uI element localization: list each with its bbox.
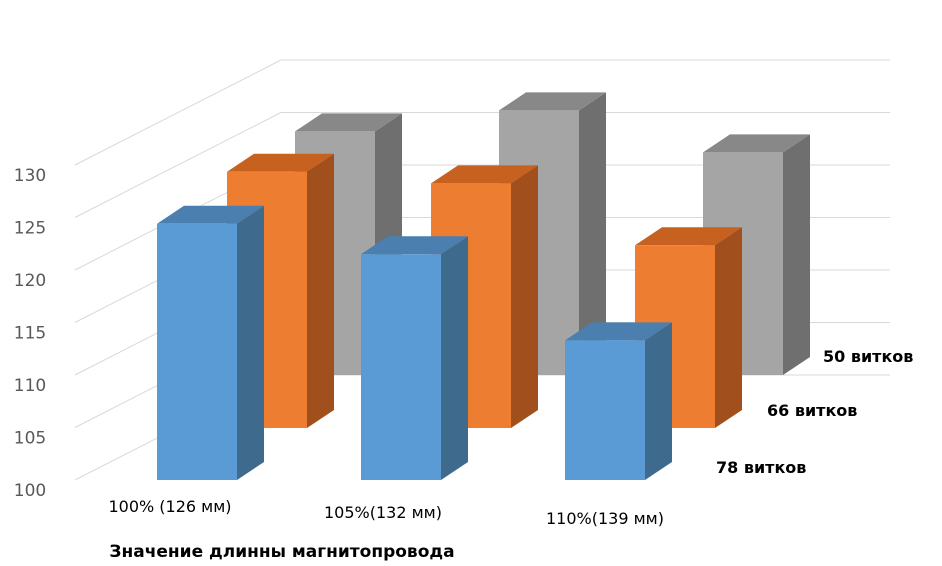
y-tick-label: 130 <box>14 166 46 186</box>
y-tick-label: 110 <box>14 376 46 396</box>
bar-top <box>227 153 334 172</box>
series-labels: 78 витков 66 витков 50 витков <box>716 347 913 477</box>
category-label: 105%(132 мм) <box>324 503 442 522</box>
series-label: 78 витков <box>716 458 806 477</box>
bar-top <box>431 165 538 184</box>
bar-front <box>157 223 237 481</box>
bar-top <box>499 92 606 111</box>
bar-side <box>441 236 468 480</box>
bars <box>157 92 810 481</box>
bar-top <box>565 322 672 341</box>
bar-top <box>635 227 742 246</box>
bar <box>157 205 264 481</box>
category-labels: 100% (126 мм) 105%(132 мм) 110%(139 мм) <box>108 497 664 528</box>
series-label: 66 витков <box>767 401 857 420</box>
bar-front <box>565 340 645 480</box>
bar <box>361 236 468 480</box>
y-tick-label: 105 <box>14 429 46 449</box>
gridline-depth <box>74 59 282 166</box>
bar-side <box>645 322 672 480</box>
bar-top <box>361 236 468 255</box>
bar-side <box>237 205 264 481</box>
y-tick-label: 120 <box>14 271 46 291</box>
y-tick-label: 125 <box>14 219 46 239</box>
x-axis-label: Значение длинны магнитопровода <box>109 542 454 562</box>
bar-top <box>295 113 402 132</box>
bar-side <box>579 92 606 376</box>
category-label: 100% (126 мм) <box>108 497 231 516</box>
y-tick-label: 115 <box>14 324 46 344</box>
gridline-depth <box>74 112 282 218</box>
bar <box>565 322 672 480</box>
series-label: 50 витков <box>823 347 913 366</box>
bar-top <box>703 134 810 153</box>
y-tick-labels: 100 105 110 115 120 125 130 <box>14 166 46 501</box>
bar-side <box>511 165 538 428</box>
bar-side <box>783 134 810 375</box>
bar-side <box>715 227 742 428</box>
y-tick-label: 100 <box>14 481 46 501</box>
bar-front <box>361 254 441 480</box>
category-label: 110%(139 мм) <box>546 509 664 528</box>
bar-side <box>307 153 334 429</box>
bar-top <box>157 205 264 224</box>
